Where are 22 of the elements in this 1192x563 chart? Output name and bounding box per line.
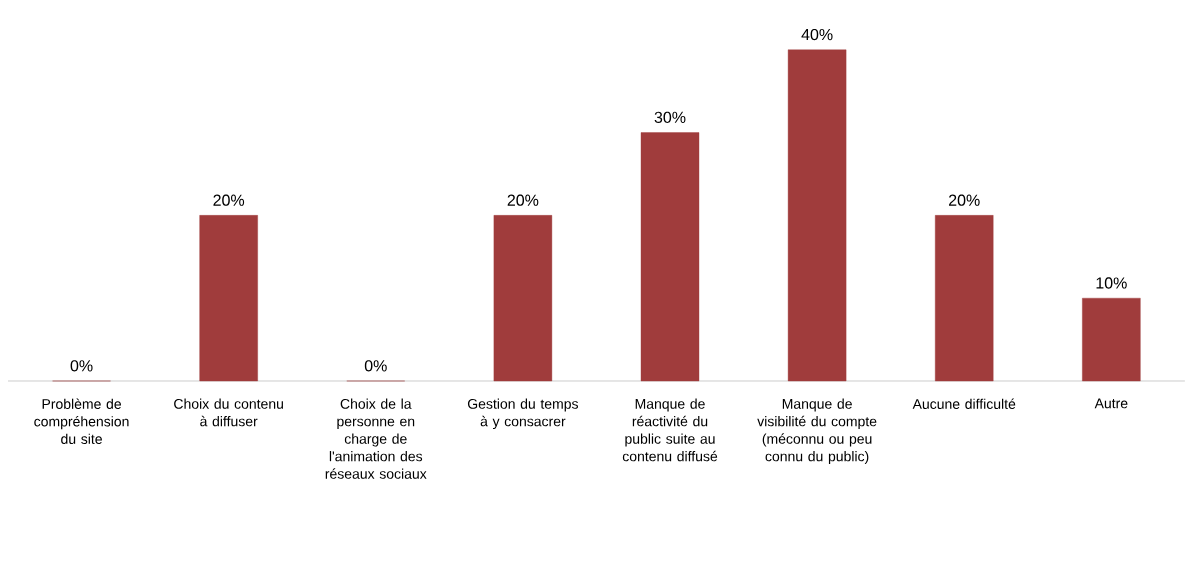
x-tick-label: Choix du contenu à diffuser bbox=[174, 398, 283, 427]
bar bbox=[640, 132, 700, 382]
data-label: 30% bbox=[654, 111, 686, 124]
x-tick-label: Aucune difficulté bbox=[912, 398, 1016, 409]
x-tick-label: Manque de visibilité du compte (méconnu ou peu connu du public) bbox=[757, 398, 877, 465]
bar bbox=[1082, 297, 1141, 382]
bar bbox=[199, 215, 258, 382]
bar bbox=[787, 49, 847, 382]
data-label: 10% bbox=[1096, 277, 1127, 289]
data-label: 0% bbox=[364, 360, 387, 372]
bar bbox=[935, 215, 994, 382]
x-tick-label: Choix de la personne en charge de l'animation des réseaux sociaux bbox=[325, 398, 427, 479]
data-label: 0% bbox=[70, 360, 93, 372]
data-label: 20% bbox=[213, 194, 245, 206]
x-tick-label: Gestion du temps à y consacrer bbox=[467, 398, 578, 430]
x-tick-label: Autre bbox=[1094, 398, 1128, 409]
data-label: 20% bbox=[949, 194, 980, 206]
x-tick-label: Problème de compréhension du site bbox=[34, 398, 129, 444]
bar bbox=[493, 215, 553, 382]
data-label: 20% bbox=[507, 194, 539, 206]
x-tick-label: Manque de réactivité du public suite au contenu diffusé bbox=[622, 398, 718, 462]
data-label: 40% bbox=[801, 28, 833, 41]
